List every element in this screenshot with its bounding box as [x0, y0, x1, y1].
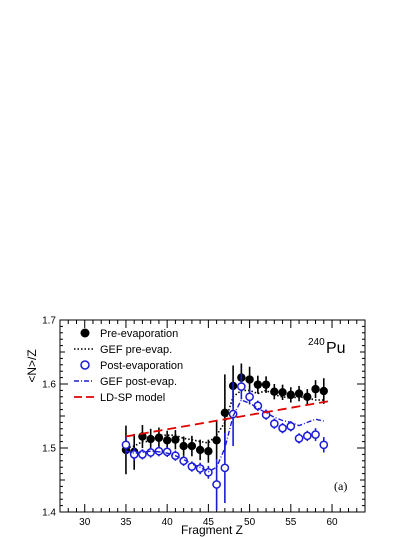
data-point [146, 448, 156, 457]
legend: Pre-evaporation GEF pre-evap. Post-evapo… [74, 328, 183, 404]
data-point [237, 382, 246, 391]
data-point [245, 375, 254, 384]
data-point [261, 380, 271, 389]
legend-label-pre-evaporation: Pre-evaporation [100, 328, 178, 340]
x-tick-label: 35 [120, 517, 132, 528]
data-point [269, 419, 279, 429]
data-point [162, 436, 172, 445]
data-point [302, 431, 312, 441]
data-point [253, 401, 263, 411]
legend-label-ld-sp-model: LD-SP model [100, 392, 165, 404]
series-line [125, 389, 324, 449]
data-point [278, 423, 287, 433]
x-tick-label: 55 [285, 517, 297, 528]
data-point [212, 480, 221, 489]
y-tick-label: 1.6 [42, 380, 56, 391]
data-point [179, 441, 188, 451]
data-point [146, 434, 155, 444]
series-3 [125, 399, 324, 473]
data-point [220, 463, 230, 473]
legend-label-gef-pre-evap: GEF pre-evap. [100, 344, 172, 356]
legend-marker-post-evaporation [80, 360, 90, 370]
data-point [319, 440, 329, 450]
x-tick-label: 40 [162, 517, 174, 528]
data-point [195, 445, 205, 455]
data-point [294, 434, 304, 443]
y-axis-ticks: 1.4 1.5 1.6 1.7 [42, 316, 365, 519]
data-point [121, 440, 131, 450]
series-line [125, 399, 333, 438]
legend-label-post-evaporation: Post-evaporation [100, 360, 183, 372]
data-point [311, 384, 320, 394]
series-4 [125, 399, 333, 438]
series-line [125, 399, 324, 473]
data-point [253, 380, 263, 389]
x-tick-label: 50 [244, 517, 256, 528]
data-point [286, 421, 296, 431]
data-point [278, 388, 287, 397]
data-point [171, 435, 180, 444]
data-point [138, 450, 147, 459]
data-point [303, 392, 312, 401]
legend-marker-pre-evaporation [80, 328, 90, 338]
data-point [294, 389, 304, 398]
data-point [187, 441, 197, 451]
x-axis-ticks: 30 35 40 45 50 55 60 [67, 320, 358, 528]
x-axis-label: Fragment Z [181, 523, 243, 537]
isotope-mass-number: 240 [308, 337, 325, 348]
data-point [270, 387, 279, 396]
data-point [204, 447, 213, 456]
x-tick-label: 60 [326, 517, 338, 528]
data-point [187, 462, 197, 471]
panel-label: (a) [334, 479, 347, 493]
y-tick-label: 1.4 [42, 508, 56, 519]
data-point [220, 408, 230, 417]
x-tick-label: 30 [79, 517, 91, 528]
y-axis-label: <N>/Z [25, 349, 39, 382]
data-point [129, 450, 139, 459]
series-layer [121, 363, 333, 511]
isotope-symbol: Pu [326, 340, 346, 357]
y-tick-label: 1.5 [42, 444, 56, 455]
x-tick-label: 45 [203, 517, 215, 528]
series-2 [121, 373, 329, 511]
data-point [228, 409, 238, 419]
data-point [311, 430, 320, 439]
data-point [245, 392, 254, 402]
legend-label-gef-post-evap: GEF post-evap. [100, 376, 177, 388]
data-point [319, 386, 328, 396]
series-1 [125, 389, 324, 449]
y-tick-label: 1.7 [42, 316, 56, 327]
